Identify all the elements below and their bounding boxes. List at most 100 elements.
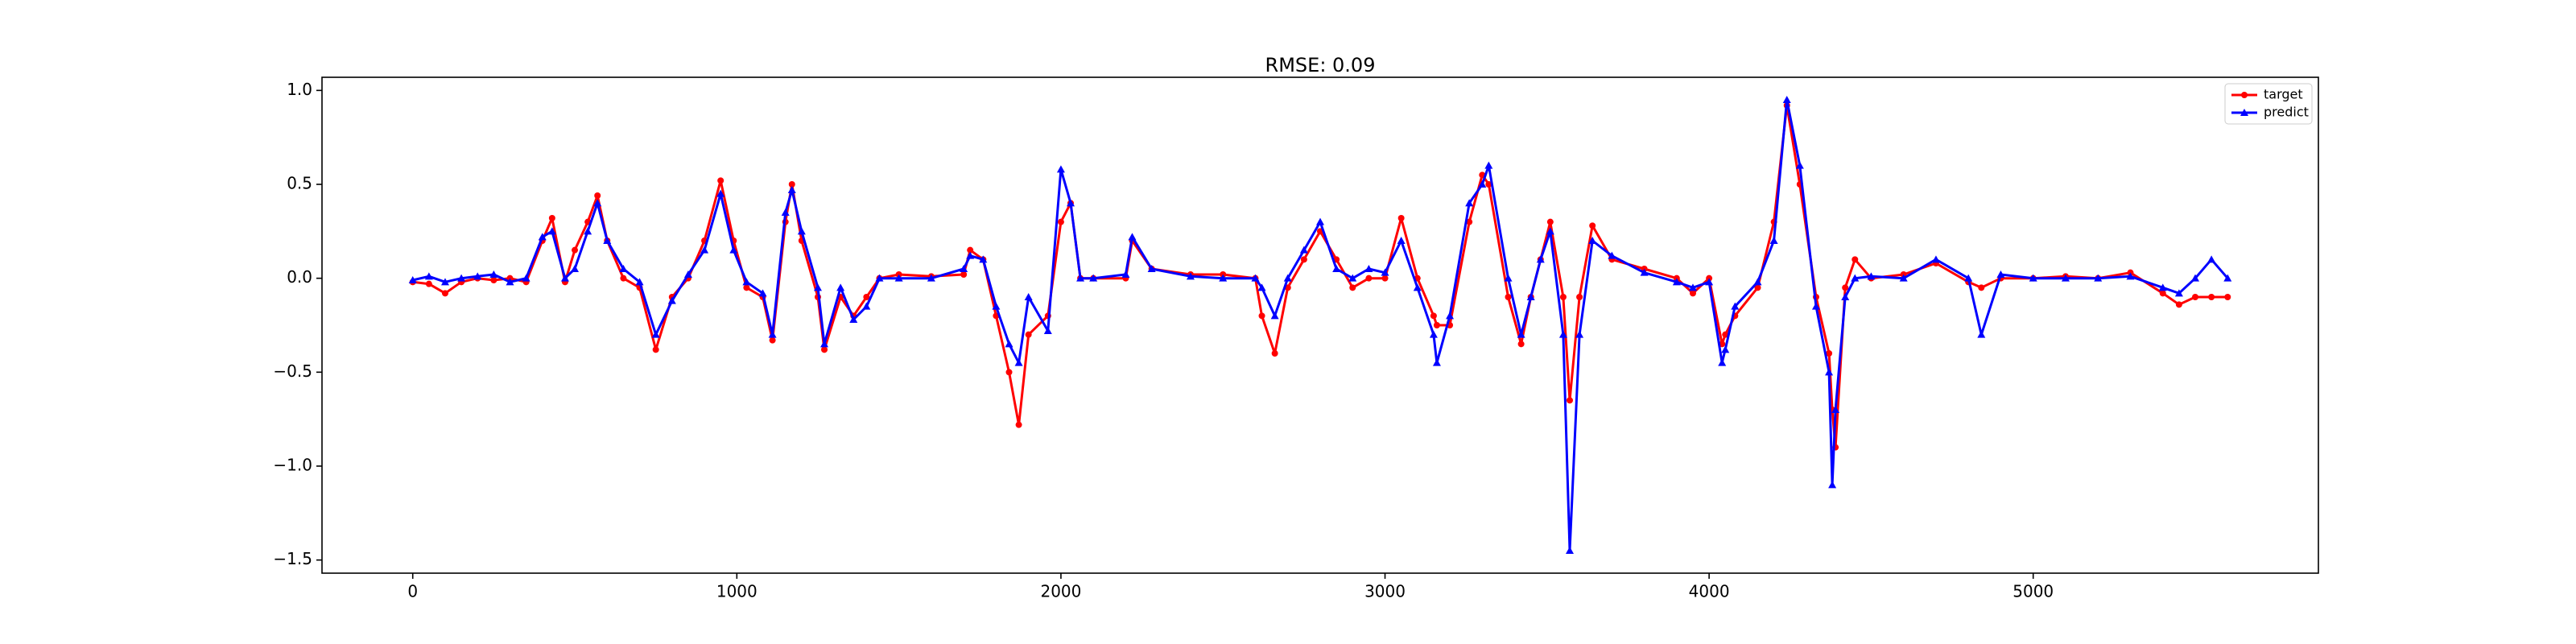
marker	[769, 336, 776, 344]
marker	[548, 215, 555, 221]
marker	[1640, 268, 1649, 276]
x-tick-label: 2000	[1040, 582, 1081, 601]
marker	[1608, 251, 1616, 259]
marker	[1478, 180, 1487, 188]
marker	[2207, 255, 2216, 263]
marker	[1575, 330, 1584, 338]
marker	[1299, 246, 1308, 254]
marker	[700, 246, 709, 254]
marker	[1546, 227, 1554, 235]
marker	[1672, 278, 1681, 286]
marker	[1826, 350, 1833, 357]
marker	[2029, 274, 2037, 282]
marker	[667, 296, 676, 304]
marker	[1589, 222, 1596, 229]
marker	[787, 186, 796, 193]
marker	[560, 274, 569, 282]
marker	[797, 227, 806, 235]
marker	[1466, 218, 1473, 225]
marker	[967, 246, 974, 254]
marker	[820, 340, 829, 348]
marker	[1413, 283, 1422, 291]
marker	[2158, 283, 2167, 291]
marker	[1526, 293, 1535, 300]
marker	[1517, 330, 1525, 338]
marker	[1485, 181, 1492, 188]
marker	[1964, 274, 1973, 282]
marker	[440, 278, 449, 286]
marker	[979, 255, 988, 263]
y-tick-label: −1.0	[273, 456, 312, 475]
marker	[1566, 547, 1574, 554]
marker	[1364, 265, 1373, 272]
marker	[1258, 312, 1265, 320]
marker	[457, 274, 466, 282]
marker	[1147, 265, 1156, 272]
marker	[603, 237, 612, 244]
marker	[1432, 358, 1441, 366]
marker	[506, 278, 514, 286]
marker	[717, 177, 724, 184]
marker	[1731, 302, 1740, 310]
marker	[1430, 312, 1437, 320]
marker	[1546, 218, 1554, 225]
marker	[594, 192, 601, 199]
marker	[1056, 165, 1065, 173]
marker	[1852, 256, 1859, 263]
marker	[813, 283, 822, 291]
marker	[960, 265, 968, 272]
marker	[1015, 421, 1022, 428]
marker	[1381, 275, 1389, 282]
marker	[1851, 274, 1860, 282]
marker	[1024, 293, 1033, 300]
marker	[1841, 293, 1850, 300]
marker	[619, 265, 628, 272]
marker	[1316, 217, 1324, 225]
marker	[1429, 330, 1438, 338]
x-tick-label: 4000	[1689, 582, 1730, 601]
marker	[1576, 294, 1583, 300]
series-line	[412, 104, 2228, 449]
y-tick-label: 0.0	[287, 267, 312, 287]
marker	[1397, 215, 1405, 221]
marker	[768, 330, 777, 338]
marker	[2061, 274, 2070, 282]
marker	[1977, 330, 1986, 338]
marker	[1517, 341, 1525, 348]
marker	[1270, 312, 1279, 320]
marker	[1689, 290, 1696, 297]
marker	[593, 199, 602, 207]
x-tick-label: 5000	[2013, 582, 2054, 601]
marker	[1257, 283, 1266, 291]
chart-title: RMSE: 0.09	[1265, 54, 1376, 76]
marker	[547, 227, 556, 235]
marker	[572, 246, 579, 254]
marker	[1978, 284, 1985, 291]
marker	[651, 330, 660, 338]
marker	[1365, 275, 1373, 282]
marker	[1005, 340, 1013, 348]
marker	[862, 302, 871, 310]
marker	[1996, 270, 2005, 278]
marker	[1332, 265, 1341, 272]
marker	[473, 272, 482, 280]
marker	[1825, 368, 1834, 376]
marker	[960, 271, 968, 278]
x-tick-label: 3000	[1364, 582, 1406, 601]
marker	[2126, 272, 2135, 280]
marker	[1433, 322, 1440, 328]
marker	[1025, 331, 1032, 338]
y-tick-label: 1.0	[287, 80, 312, 99]
marker	[894, 274, 903, 282]
marker	[1588, 237, 1597, 244]
x-tick-label: 1000	[716, 582, 758, 601]
marker	[1348, 274, 1357, 282]
marker	[743, 284, 750, 291]
marker	[1465, 199, 1474, 207]
marker	[875, 274, 884, 282]
x-tick-label: 0	[407, 582, 418, 601]
marker	[441, 290, 448, 297]
marker	[1558, 330, 1567, 338]
